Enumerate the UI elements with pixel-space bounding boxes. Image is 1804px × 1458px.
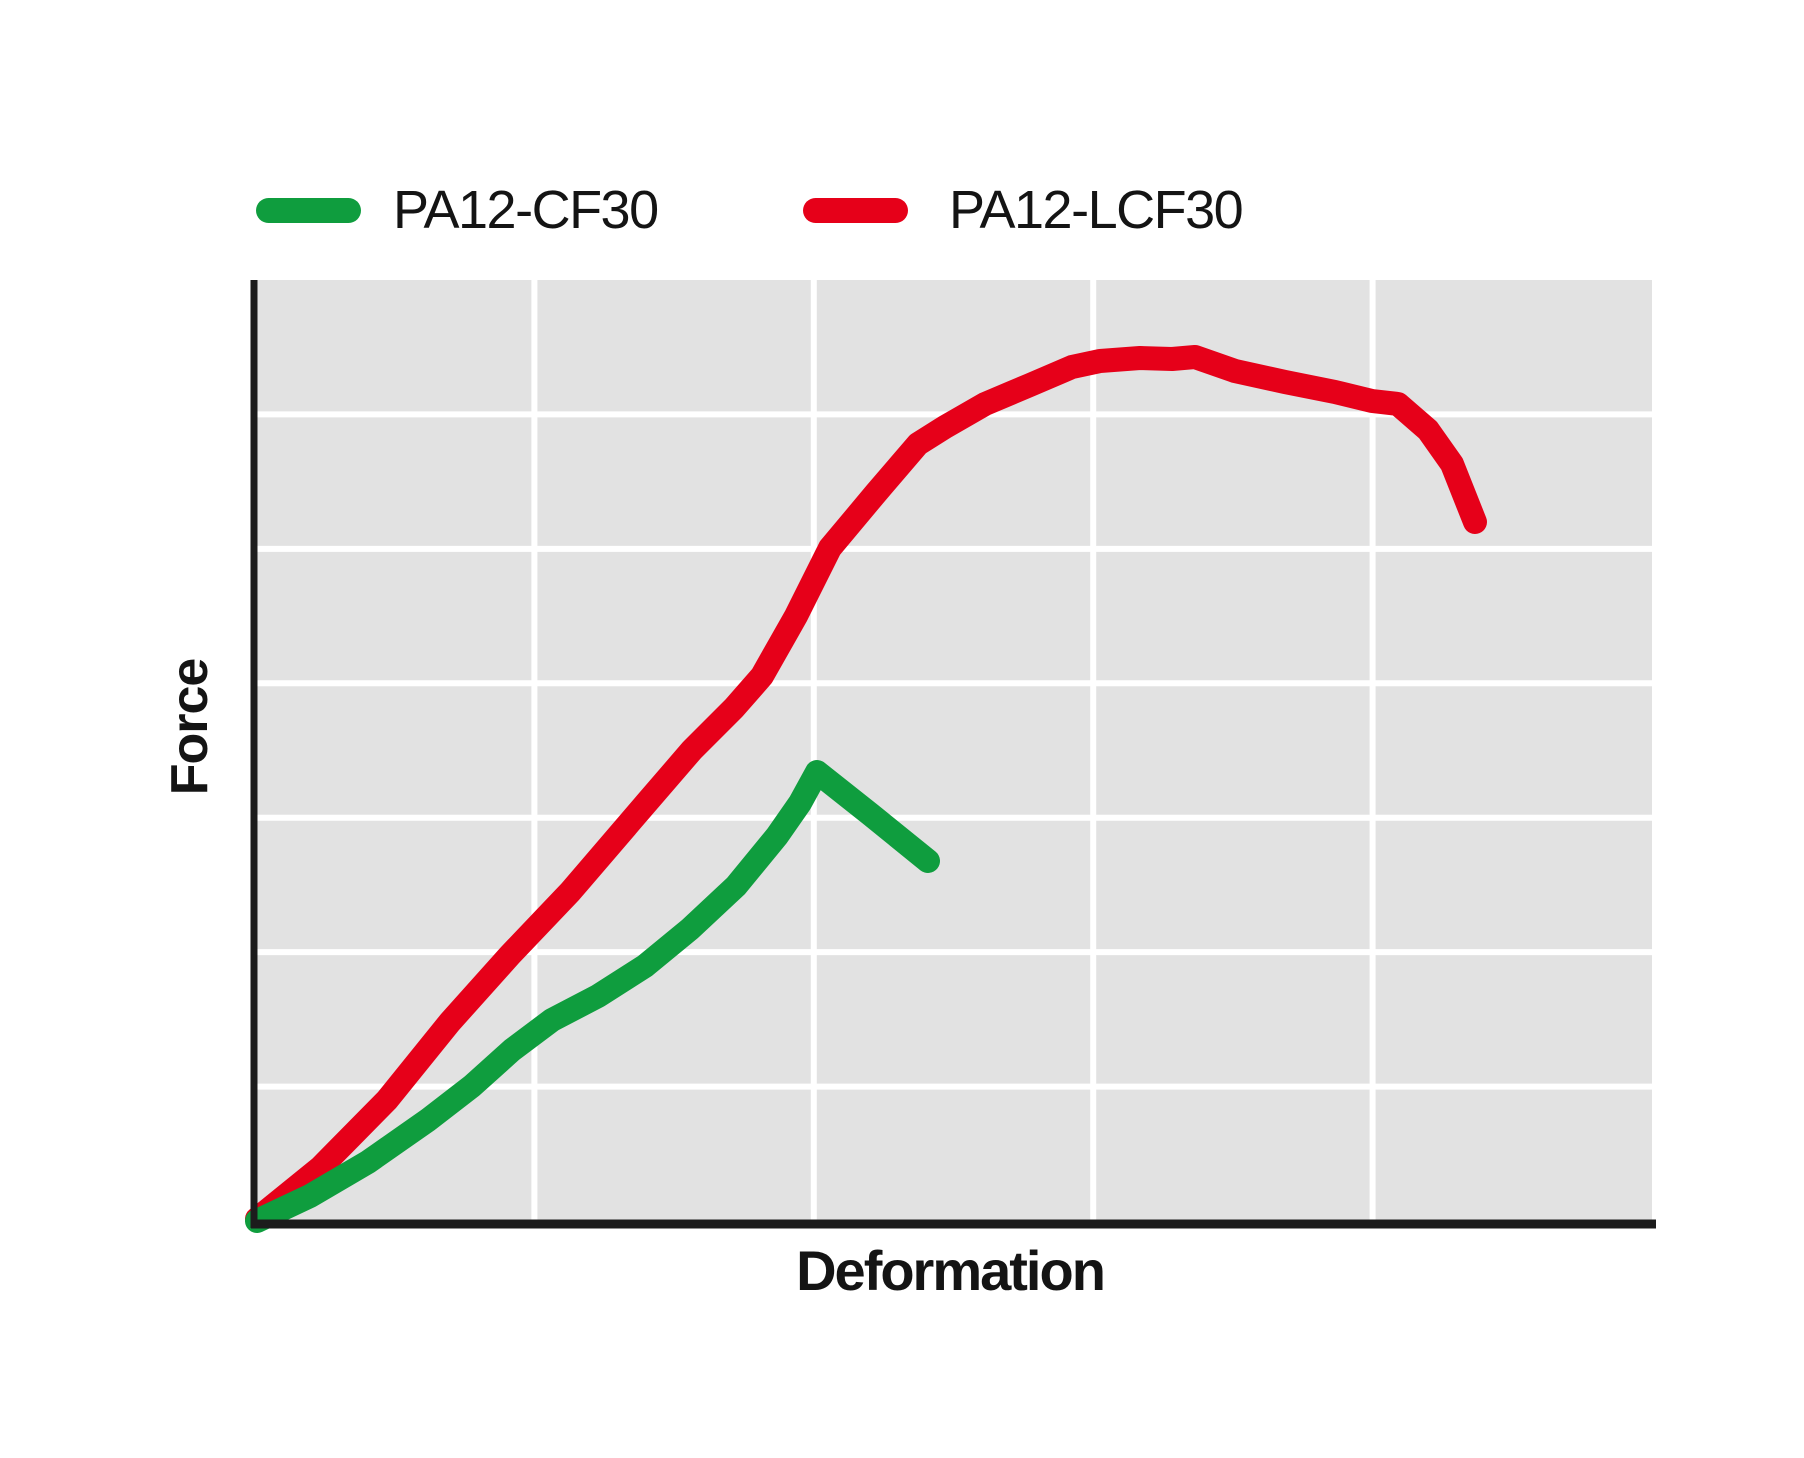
legend-label: PA12-CF30 (393, 180, 659, 240)
legend-swatch-red (803, 197, 908, 223)
legend-item-pa12-cf30: PA12-CF30 (256, 178, 659, 242)
legend-gap (361, 210, 393, 211)
x-axis-title: Deformation (796, 1239, 1106, 1302)
legend: PA12-CF30 PA12-LCF30 (0, 178, 1804, 242)
legend-gap (908, 210, 949, 211)
legend-item-pa12-lcf30: PA12-LCF30 (803, 178, 1244, 242)
series-line-pa12-cf30 (245, 760, 940, 1233)
legend-label: PA12-LCF30 (949, 180, 1244, 240)
series-line-pa12-lcf30 (245, 345, 1487, 1231)
legend-swatch-green (256, 197, 361, 223)
y-axis-title: Force (161, 658, 219, 796)
